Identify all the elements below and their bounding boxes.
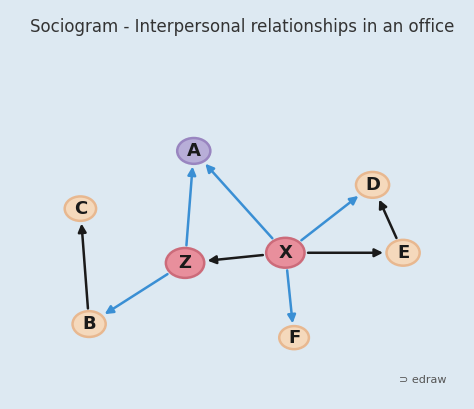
Text: A: A <box>187 142 201 160</box>
Circle shape <box>356 172 389 198</box>
Circle shape <box>279 326 309 349</box>
Text: Sociogram - Interpersonal relationships in an office: Sociogram - Interpersonal relationships … <box>29 18 454 36</box>
Circle shape <box>73 311 106 337</box>
Text: E: E <box>397 244 409 262</box>
Text: D: D <box>365 176 380 194</box>
Text: X: X <box>278 244 292 262</box>
Circle shape <box>386 240 419 266</box>
Text: B: B <box>82 315 96 333</box>
Circle shape <box>64 196 96 221</box>
Text: F: F <box>288 328 300 347</box>
Text: Z: Z <box>179 254 191 272</box>
Text: C: C <box>74 200 87 218</box>
Text: ⊃ edraw: ⊃ edraw <box>399 375 447 385</box>
Circle shape <box>177 138 210 164</box>
Circle shape <box>266 238 304 268</box>
Circle shape <box>166 248 204 278</box>
